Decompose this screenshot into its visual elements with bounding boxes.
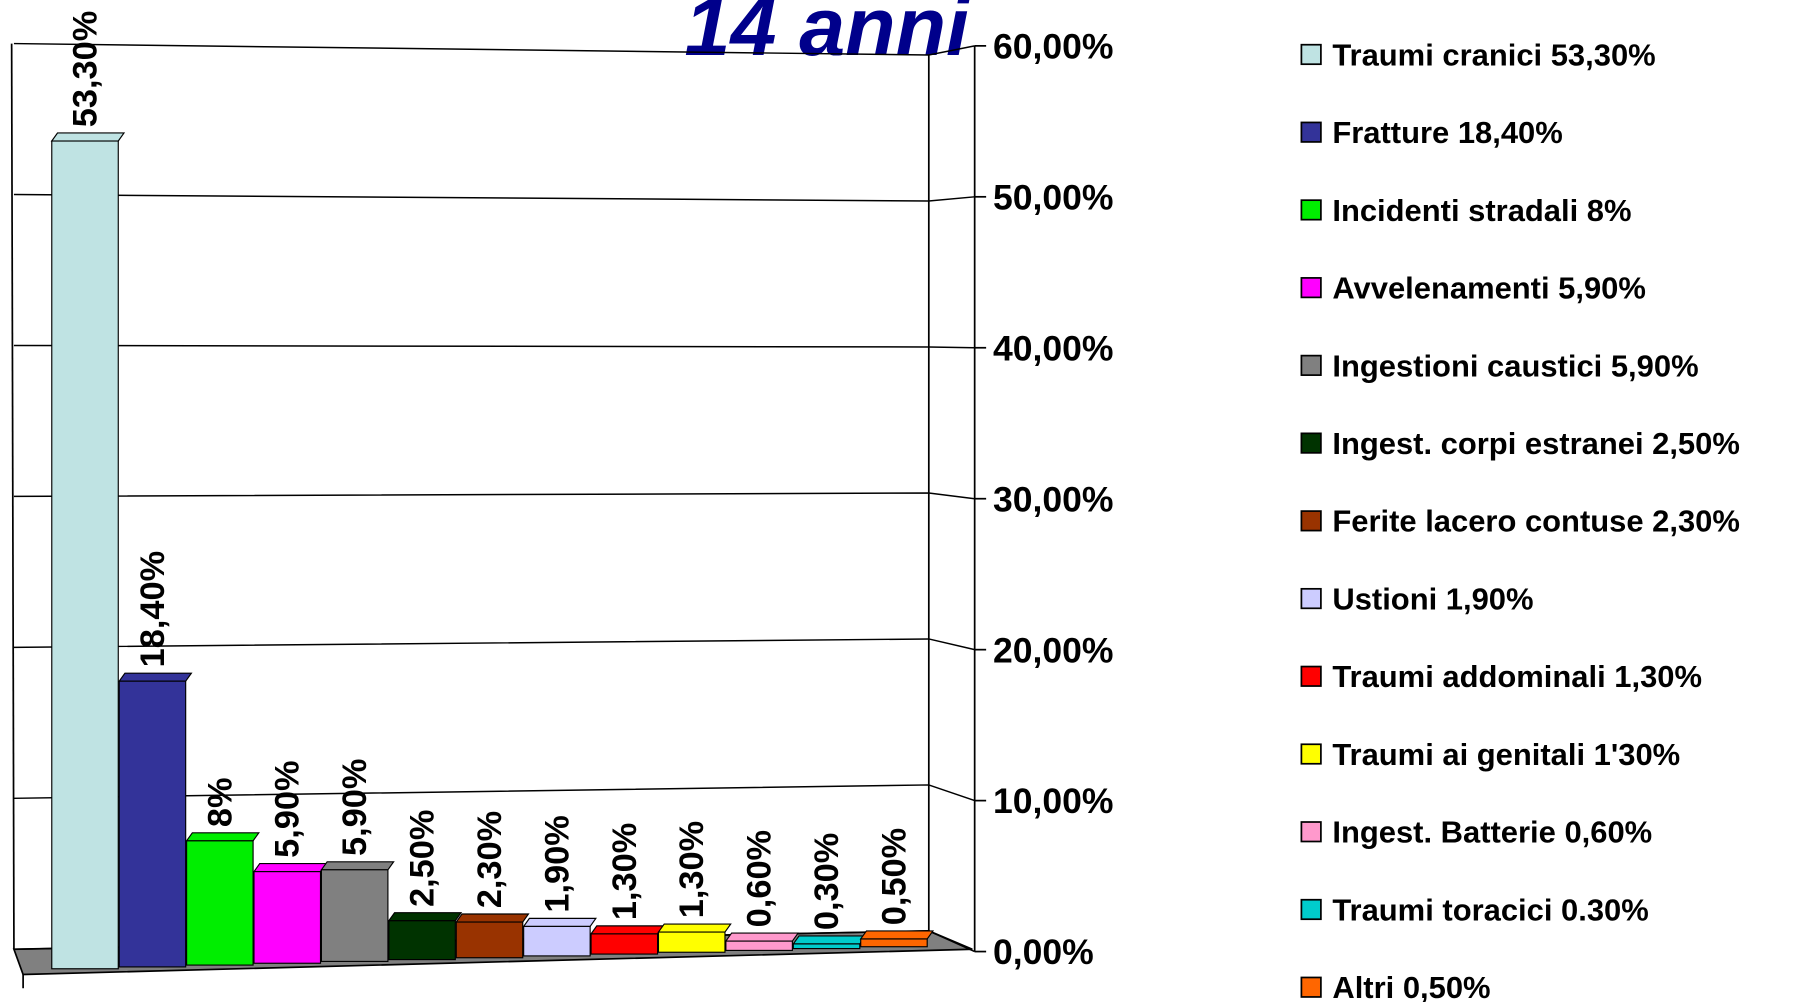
bar-top xyxy=(320,861,395,871)
legend-swatch xyxy=(1300,277,1322,299)
legend-label: Ferite lacero contuse 2,30% xyxy=(1332,504,1740,539)
legend-swatch xyxy=(1300,665,1322,687)
bar-top xyxy=(657,923,732,933)
value-label: 5,90% xyxy=(336,759,374,856)
bar-top xyxy=(185,832,260,842)
bar xyxy=(253,871,322,964)
legend-label: Incidenti stradali 8% xyxy=(1332,193,1631,228)
grid-line xyxy=(13,344,975,349)
legend-swatch xyxy=(1300,587,1322,610)
grid-line xyxy=(13,784,975,802)
bar xyxy=(792,943,861,950)
legend-label: Traumi cranici 53,30% xyxy=(1332,37,1655,72)
legend-swatch xyxy=(1300,432,1322,454)
value-label: 1,90% xyxy=(538,815,576,912)
bar xyxy=(388,920,456,961)
value-label: 0,60% xyxy=(741,830,779,927)
value-label: 53,30% xyxy=(66,11,104,128)
bar-top xyxy=(118,672,193,682)
bar xyxy=(657,931,726,953)
legend-label: Ingest. Batterie 0,60% xyxy=(1332,815,1652,850)
legend-label: Altri 0,50% xyxy=(1332,970,1490,1002)
value-label: 1,30% xyxy=(673,821,711,918)
bar-top xyxy=(252,863,328,873)
legend-swatch xyxy=(1300,199,1322,221)
bar xyxy=(860,938,928,948)
bar xyxy=(455,921,524,959)
legend-swatch xyxy=(1300,743,1322,765)
bar-top xyxy=(455,913,530,923)
bar xyxy=(186,840,254,966)
bar-top xyxy=(859,930,935,940)
bar-top xyxy=(724,932,800,942)
value-label: 2,50% xyxy=(404,810,442,907)
legend-swatch xyxy=(1300,821,1322,843)
legend-swatch xyxy=(1300,43,1322,66)
bar-top xyxy=(50,132,126,142)
legend-swatch xyxy=(1300,976,1322,998)
y-tick-label: 30,00% xyxy=(993,479,1114,519)
bar xyxy=(320,869,389,962)
y-tick-label: 60,00% xyxy=(993,26,1114,66)
y-tick-label: 0,00% xyxy=(993,932,1094,972)
bar xyxy=(725,940,793,951)
legend-label: Ingest. corpi estranei 2,50% xyxy=(1332,426,1740,461)
y-tick-label: 10,00% xyxy=(993,781,1114,821)
legend-label: Avvelenamenti 5,90% xyxy=(1332,271,1646,306)
value-label: 0,30% xyxy=(808,833,846,930)
value-label: 0,50% xyxy=(875,828,913,925)
bar-top xyxy=(387,912,463,922)
value-label: 18,40% xyxy=(134,551,172,668)
bar xyxy=(523,925,591,957)
legend-swatch xyxy=(1300,354,1322,376)
bar-top xyxy=(792,935,867,945)
legend-label: Traumi addominali 1,30% xyxy=(1332,659,1702,694)
legend-swatch xyxy=(1300,898,1322,921)
y-tick-label: 20,00% xyxy=(993,630,1114,670)
legend-label: Fratture 18,40% xyxy=(1332,115,1562,150)
y-tick-label: 40,00% xyxy=(993,328,1114,368)
value-label: 5,90% xyxy=(269,760,307,857)
legend-label: Traumi toracici 0.30% xyxy=(1332,892,1648,927)
back-wall-left xyxy=(10,43,15,950)
value-label: 8% xyxy=(201,777,239,827)
legend-swatch xyxy=(1300,121,1322,143)
bar xyxy=(51,140,119,970)
bar-top xyxy=(522,917,597,927)
grid-line xyxy=(13,42,975,56)
legend-label: Ustioni 1,90% xyxy=(1332,581,1533,616)
legend-label: Traumi ai genitali 1'30% xyxy=(1332,737,1680,772)
value-label: 2,30% xyxy=(471,811,509,908)
legend-swatch xyxy=(1300,510,1322,532)
bar xyxy=(590,933,659,955)
chart-title: 14 anni xyxy=(685,0,971,73)
value-label: 1,30% xyxy=(606,823,644,920)
bar xyxy=(118,680,187,968)
grid-line xyxy=(13,193,975,202)
grid-line xyxy=(13,638,975,651)
grid-line xyxy=(13,492,975,500)
legend-label: Ingestioni caustici 5,90% xyxy=(1332,348,1698,383)
bar-top xyxy=(589,925,665,935)
y-tick-label: 50,00% xyxy=(993,177,1114,217)
